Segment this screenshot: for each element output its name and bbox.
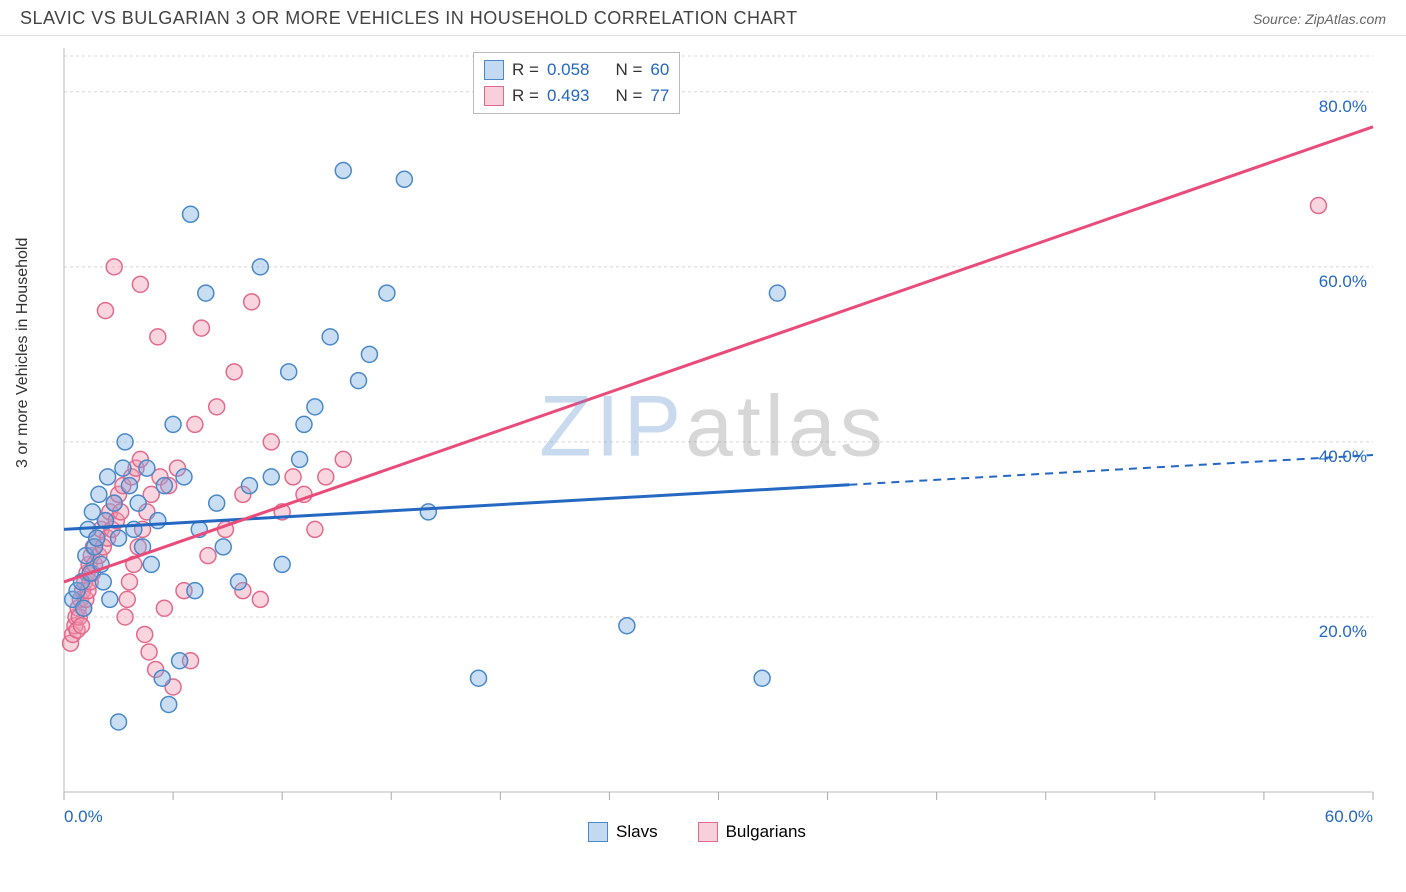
- scatter-plot: 20.0%40.0%60.0%80.0%0.0%60.0%: [48, 48, 1378, 838]
- svg-text:80.0%: 80.0%: [1319, 97, 1367, 116]
- swatch-pink-icon: [484, 86, 504, 106]
- n-label: N =: [615, 86, 642, 106]
- n-value: 77: [650, 86, 669, 106]
- r-value: 0.058: [547, 60, 590, 80]
- svg-text:60.0%: 60.0%: [1325, 807, 1373, 826]
- chart-area: 3 or more Vehicles in Household 20.0%40.…: [48, 48, 1378, 838]
- series-legend: Slavs Bulgarians: [588, 822, 806, 842]
- correlation-legend: R = 0.058 N = 60 R = 0.493 N = 77: [473, 52, 680, 114]
- r-label: R =: [512, 60, 539, 80]
- r-value: 0.493: [547, 86, 590, 106]
- legend-label: Bulgarians: [726, 822, 806, 842]
- swatch-pink-icon: [698, 822, 718, 842]
- svg-text:0.0%: 0.0%: [64, 807, 103, 826]
- y-axis-label: 3 or more Vehicles in Household: [14, 238, 32, 468]
- n-label: N =: [615, 60, 642, 80]
- correlation-row-slavs: R = 0.058 N = 60: [484, 57, 669, 83]
- chart-title: SLAVIC VS BULGARIAN 3 OR MORE VEHICLES I…: [20, 8, 798, 29]
- svg-text:60.0%: 60.0%: [1319, 272, 1367, 291]
- source-label: Source: ZipAtlas.com: [1253, 11, 1386, 27]
- swatch-blue-icon: [484, 60, 504, 80]
- correlation-row-bulgarians: R = 0.493 N = 77: [484, 83, 669, 109]
- n-value: 60: [650, 60, 669, 80]
- legend-item-slavs: Slavs: [588, 822, 658, 842]
- swatch-blue-icon: [588, 822, 608, 842]
- legend-label: Slavs: [616, 822, 658, 842]
- svg-text:20.0%: 20.0%: [1319, 622, 1367, 641]
- legend-item-bulgarians: Bulgarians: [698, 822, 806, 842]
- title-bar: SLAVIC VS BULGARIAN 3 OR MORE VEHICLES I…: [0, 0, 1406, 36]
- r-label: R =: [512, 86, 539, 106]
